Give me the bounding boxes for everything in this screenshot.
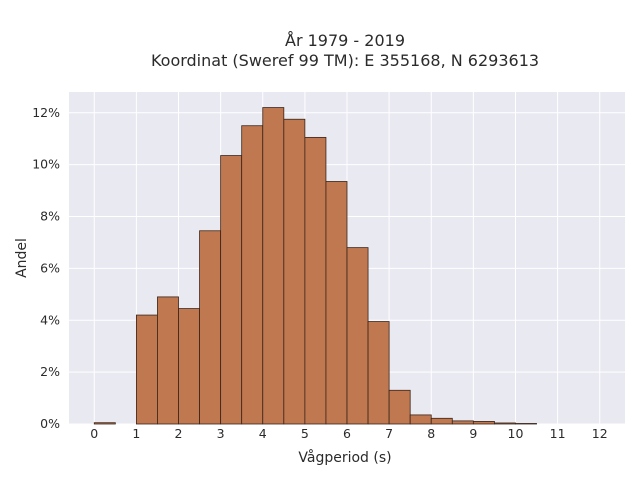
x-tick-label: 1 [132,426,140,441]
y-axis-label: Andel [14,238,30,278]
y-tick-label: 4% [40,312,60,327]
x-tick-label: 11 [550,426,566,441]
chart-title-line1: År 1979 - 2019 [285,31,405,50]
histogram-bar [325,181,348,425]
histogram-bar [93,422,116,425]
x-tick-label: 3 [217,426,225,441]
histogram-bar [388,389,411,425]
histogram-bar [262,107,285,425]
x-tick-label: 9 [469,426,477,441]
histogram-bar [220,155,243,425]
x-axis-label: Vågperiod (s) [298,449,391,466]
histogram-bar [472,421,495,425]
histogram-bar [494,422,516,425]
histogram-bar [157,296,179,425]
x-tick-label: 4 [259,426,267,441]
histogram-bar [241,125,264,425]
x-axis-ticks: 0 1 2 3 4 5 6 7 8 9 10 11 12 [90,426,607,441]
x-tick-label: 7 [385,426,393,441]
y-axis-ticks: 0% 2% 4% 6% 8% 10% 12% [32,105,60,431]
histogram-bar [409,414,432,425]
histogram-bar [283,118,306,425]
y-tick-label: 6% [40,260,60,275]
histogram-bar [430,417,453,425]
y-tick-label: 2% [40,364,60,379]
histogram-bar [367,321,390,425]
x-tick-label: 6 [343,426,351,441]
x-tick-label: 5 [301,426,309,441]
y-tick-label: 0% [40,416,60,431]
histogram-bar [178,308,200,425]
histogram-bar [515,423,537,425]
x-tick-label: 8 [427,426,435,441]
x-tick-label: 2 [175,426,183,441]
y-tick-label: 8% [40,209,60,224]
histogram-bar [135,314,158,425]
y-tick-label: 10% [32,157,60,172]
x-tick-label: 12 [592,426,608,441]
histogram-bar [346,247,369,425]
histogram-bar [199,230,222,425]
x-tick-label: 0 [90,426,98,441]
histogram-bar [451,420,474,425]
histogram-bar [304,136,327,425]
y-tick-label: 12% [32,105,60,120]
chart-title-line2: Koordinat (Sweref 99 TM): E 355168, N 62… [151,51,539,70]
x-tick-label: 10 [508,426,524,441]
histogram-bars [93,107,537,425]
